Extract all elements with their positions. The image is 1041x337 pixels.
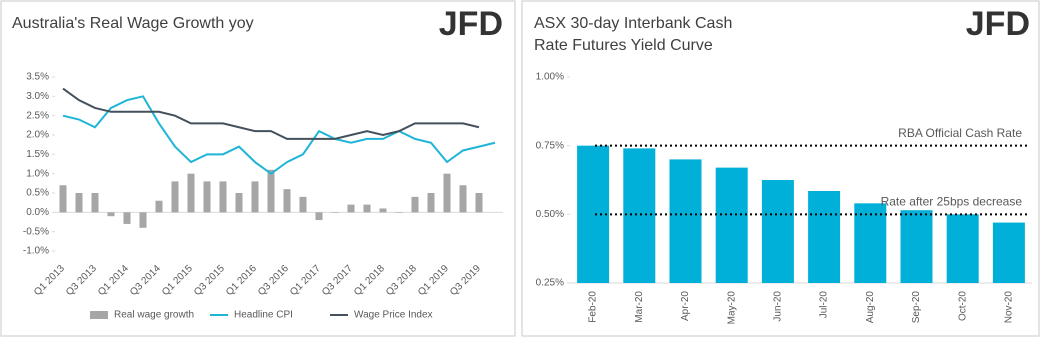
bar — [283, 189, 291, 213]
y-tick-label: 0.25% — [536, 278, 564, 289]
bar — [475, 193, 483, 213]
reference-label: RBA Official Cash Rate — [898, 126, 1022, 140]
x-tick-label: Q3 2016 — [256, 263, 291, 298]
bar — [315, 212, 323, 221]
x-tick-label: Jun-20 — [773, 291, 784, 322]
bar — [411, 196, 419, 213]
bar — [854, 203, 887, 283]
x-tick-label: Q3 2015 — [192, 263, 227, 298]
bar — [577, 145, 610, 283]
bar — [139, 212, 147, 228]
y-tick-label: 0.5% — [26, 188, 49, 199]
x-tick-label: Q1 2013 — [32, 263, 67, 298]
bar — [395, 212, 403, 213]
legend-label: Real wage growth — [114, 310, 194, 321]
title-line: ASX 30-day Interbank Cash — [534, 15, 732, 32]
bar — [155, 200, 163, 213]
bar — [992, 222, 1025, 283]
bar — [203, 181, 211, 213]
y-tick-label: -1.0% — [23, 246, 49, 257]
legend-label: Headline CPI — [234, 310, 293, 321]
logo: JFD — [439, 5, 503, 43]
bar — [669, 159, 702, 283]
x-tick-label: Nov-20 — [1004, 291, 1015, 324]
y-tick-label: 2.5% — [26, 110, 49, 121]
bar — [107, 212, 115, 217]
chart-title: Australia's Real Wage Growth yoy — [12, 15, 254, 32]
title-line: Rate Futures Yield Curve — [534, 37, 713, 54]
bar — [379, 208, 387, 213]
x-tick-label: Q1 2019 — [416, 263, 451, 298]
bar — [187, 173, 195, 213]
x-tick-label: Aug-20 — [865, 291, 876, 324]
legend-label: Wage Price Index — [354, 310, 433, 321]
logo: JFD — [966, 5, 1030, 43]
x-tick-label: Jul-20 — [819, 291, 830, 319]
bar — [219, 181, 227, 213]
chart-title: ASX 30-day Interbank Cash Rate Futures Yi… — [534, 15, 732, 54]
bar — [235, 193, 243, 213]
y-tick-label: 0.75% — [536, 140, 564, 151]
bar — [459, 185, 467, 213]
bar — [443, 173, 451, 213]
x-tick-label: Q1 2014 — [96, 263, 131, 298]
x-tick-label: Oct-20 — [957, 291, 968, 321]
x-tick-label: Q3 2014 — [128, 263, 163, 298]
y-tick-label: 3.0% — [26, 91, 49, 102]
x-tick-label: Q1 2017 — [288, 263, 323, 298]
reference-label: Rate after 25bps decrease — [881, 195, 1023, 209]
x-tick-label: Q1 2016 — [224, 263, 259, 298]
bar — [623, 148, 656, 283]
y-tick-label: 0.0% — [26, 207, 49, 218]
x-tick-label: Q1 2015 — [160, 263, 195, 298]
x-tick-label: Apr-20 — [680, 291, 691, 321]
x-tick-label: Q1 2018 — [352, 263, 387, 298]
bar — [251, 181, 259, 213]
y-tick-label: 0.50% — [536, 209, 564, 220]
x-tick-label: Feb-20 — [588, 291, 599, 323]
y-tick-label: 1.5% — [26, 149, 49, 160]
panel-border — [521, 0, 1040, 337]
bar — [91, 193, 99, 213]
bar — [761, 180, 794, 283]
bar — [75, 193, 83, 213]
y-tick-label: 1.00% — [536, 72, 564, 83]
bar — [331, 212, 339, 213]
x-tick-label: Q3 2013 — [64, 263, 99, 298]
x-tick-label: Sep-20 — [911, 291, 922, 324]
y-tick-label: -0.5% — [23, 226, 49, 237]
legend-swatch — [90, 311, 108, 319]
panel-border — [0, 0, 516, 337]
bar — [900, 210, 933, 283]
bar — [123, 212, 131, 224]
bar — [808, 190, 841, 283]
x-tick-label: May-20 — [726, 291, 737, 325]
x-tick-label: Mar-20 — [634, 291, 645, 323]
bar — [267, 169, 275, 213]
x-tick-label: Q3 2019 — [448, 263, 483, 298]
line — [62, 87, 480, 140]
bar — [171, 181, 179, 213]
bar — [299, 196, 307, 213]
x-tick-label: Q3 2017 — [320, 263, 355, 298]
bar — [715, 167, 748, 283]
y-tick-label: 2.0% — [26, 130, 49, 141]
x-tick-label: Q3 2018 — [384, 263, 419, 298]
y-tick-label: 1.0% — [26, 168, 49, 179]
bar — [427, 193, 435, 213]
line — [62, 95, 496, 175]
y-tick-label: 3.5% — [26, 72, 49, 83]
bar — [363, 204, 371, 213]
bar — [946, 214, 979, 283]
bar — [59, 185, 67, 213]
bar — [347, 204, 355, 213]
